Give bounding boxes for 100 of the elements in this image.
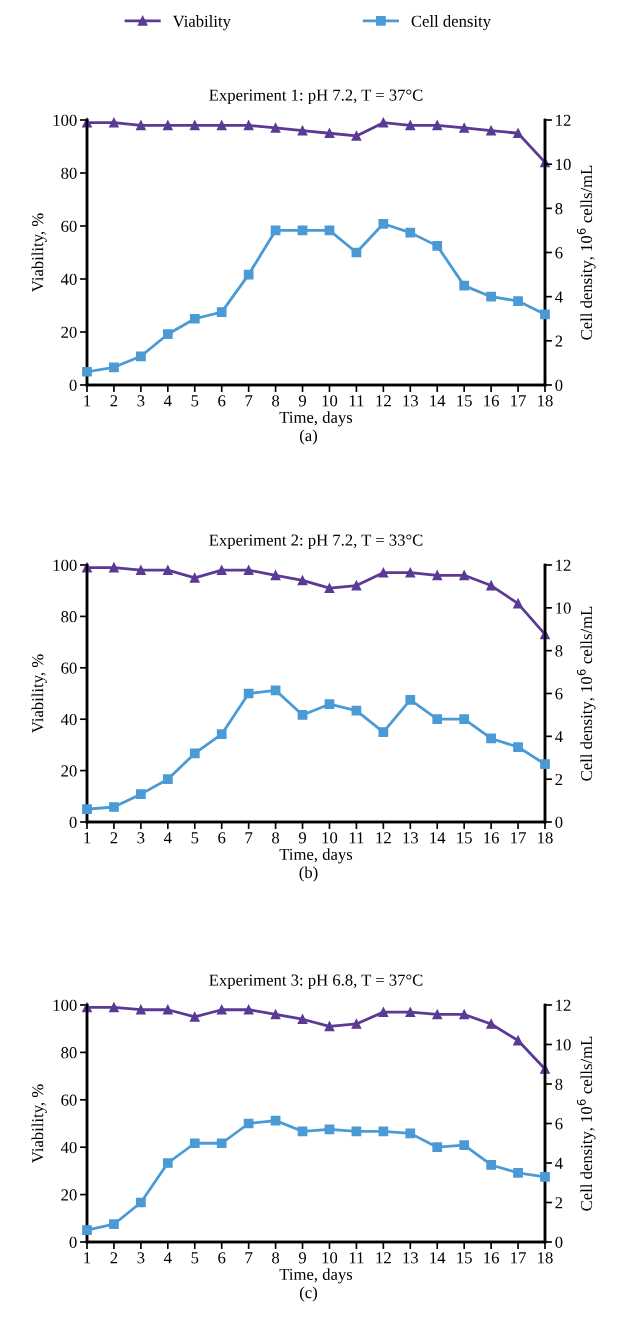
x-tick-label: 3 [137, 832, 145, 844]
x-tick-label: 13 [403, 832, 418, 844]
x-tick-label: 16 [484, 832, 499, 844]
x-tick-label: 11 [349, 832, 364, 844]
x-tick-label: 8 [272, 1252, 280, 1264]
y2-tick-label: 8 [555, 1078, 563, 1090]
x-tick-label: 2 [110, 395, 118, 407]
y2-tick-label: 10 [556, 602, 571, 614]
y2-tick-label: 10 [556, 1039, 571, 1051]
x-tick-label: 10 [322, 832, 338, 844]
y2-tick-label: 2 [555, 335, 563, 347]
x-tick-label: 7 [245, 832, 253, 844]
y-tick-label: 20 [61, 326, 77, 338]
x-tick-label: 6 [218, 395, 226, 407]
chart-title: Experiment 1: pH 7.2, T = 37°C [209, 89, 423, 105]
x-tick-label: 13 [403, 395, 418, 407]
y-axis-title: Viability, % [31, 213, 47, 293]
x-tick-label: 8 [272, 832, 280, 844]
y2-tick-label: 12 [556, 999, 571, 1011]
x-tick-label: 9 [298, 395, 307, 407]
x-tick-label: 17 [511, 832, 526, 844]
y2-tick-label: 12 [556, 114, 571, 126]
x-axis-title: Time, days [279, 848, 353, 864]
x-tick-label: 2 [110, 832, 118, 844]
y-axis-title: Viability, % [31, 1084, 47, 1164]
x-tick-label: 14 [430, 1252, 446, 1264]
x-tick-label: 2 [110, 1252, 118, 1264]
x-tick-label: 12 [376, 832, 391, 844]
x-tick-label: 3 [137, 1252, 145, 1264]
x-tick-label: 18 [538, 1252, 553, 1264]
y2-tick-label: 8 [555, 645, 563, 657]
y-tick-label: 100 [53, 114, 77, 126]
x-tick-label: 16 [484, 395, 499, 407]
y2-tick-label: 2 [555, 773, 563, 785]
x-tick-label: 11 [349, 395, 364, 407]
x-tick-label: 18 [538, 395, 553, 407]
x-tick-label: 8 [272, 395, 280, 407]
text: (a) [299, 429, 318, 445]
y2-tick-label: 4 [555, 731, 563, 743]
x-tick-label: 3 [137, 395, 145, 407]
x-tick-label: 16 [484, 1252, 499, 1264]
y2-tick-label: 6 [555, 1118, 563, 1130]
y-tick-label: 80 [61, 1047, 77, 1059]
x-tick-label: 10 [322, 1252, 338, 1264]
y2-tick-label: 2 [555, 1197, 563, 1209]
x-tick-label: 15 [457, 832, 472, 844]
x-tick-label: 10 [322, 395, 338, 407]
y-tick-label: 80 [61, 167, 77, 179]
x-tick-label: 14 [430, 395, 446, 407]
y2-axis-title: Cell density, 10$^{6}$ cells/mL [576, 606, 596, 781]
x-tick-label: 15 [457, 395, 472, 407]
y-tick-label: 20 [61, 1189, 77, 1201]
chart-title: Experiment 2: pH 7.2, T = 33°C [209, 534, 423, 550]
x-tick-label: 17 [511, 1252, 526, 1264]
y2-tick-label: 0 [555, 1236, 563, 1248]
x-tick-label: 17 [511, 395, 526, 407]
y2-tick-label: 6 [555, 247, 563, 259]
x-tick-label: 4 [163, 1252, 172, 1264]
text: (c) [299, 1286, 318, 1302]
y-tick-label: 40 [60, 713, 77, 726]
chart-title: Experiment 3: pH 6.8, T = 37°C [209, 974, 423, 990]
y2-tick-label: 6 [555, 688, 563, 700]
x-axis-title: Time, days [279, 411, 353, 427]
y-tick-label: 40 [60, 273, 77, 285]
y-tick-label: 0 [69, 816, 77, 828]
y-tick-label: 60 [61, 220, 77, 232]
x-tick-label: 4 [163, 832, 172, 844]
y-tick-label: 100 [53, 999, 77, 1011]
y2-tick-label: 4 [555, 291, 563, 303]
y2-axis-title: Cell density, 10$^{6}$ cells/mL [576, 1036, 596, 1211]
x-tick-label: 13 [403, 1252, 418, 1264]
y2-tick-label: 0 [555, 379, 563, 391]
y-tick-label: 40 [60, 1141, 77, 1154]
x-tick-label: 5 [191, 395, 199, 407]
x-tick-label: 9 [298, 832, 307, 844]
text: (b) [299, 866, 318, 882]
x-tick-label: 18 [538, 832, 553, 844]
x-tick-label: 5 [191, 832, 199, 844]
x-tick-label: 1 [84, 1252, 91, 1264]
x-tick-label: 6 [218, 1252, 226, 1264]
y2-tick-label: 4 [555, 1157, 563, 1169]
x-tick-label: 1 [84, 832, 91, 844]
x-tick-label: 9 [298, 1252, 307, 1264]
y2-tick-label: 8 [555, 203, 563, 215]
x-tick-label: 4 [163, 395, 172, 407]
x-tick-label: 15 [457, 1252, 472, 1264]
x-tick-label: 5 [191, 1252, 199, 1264]
y-tick-label: 60 [61, 662, 77, 674]
x-tick-label: 12 [376, 1252, 391, 1264]
x-axis-title: Time, days [279, 1268, 353, 1284]
y2-tick-label: 12 [556, 559, 571, 571]
legend-label: Cell density [411, 15, 491, 31]
x-tick-label: 6 [218, 832, 226, 844]
y-tick-label: 60 [61, 1094, 77, 1106]
y-tick-label: 0 [69, 379, 77, 391]
y-tick-label: 20 [61, 765, 77, 777]
x-tick-label: 1 [84, 395, 91, 407]
x-tick-label: 7 [245, 395, 253, 407]
y-tick-label: 100 [53, 559, 77, 571]
y2-tick-label: 0 [555, 816, 563, 828]
